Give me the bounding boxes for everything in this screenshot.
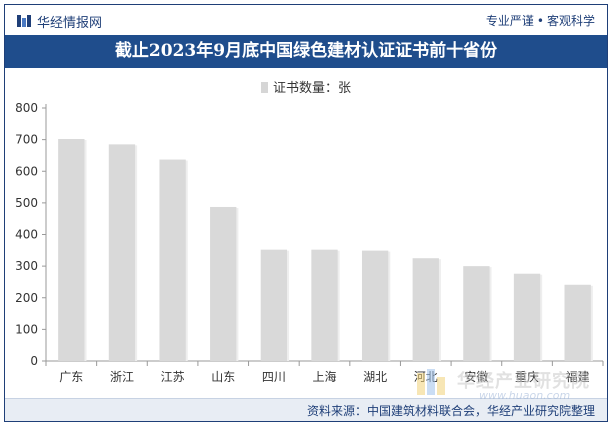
- y-tick-label: 0: [30, 354, 38, 368]
- bar: [210, 206, 237, 361]
- watermark-url: www.huaon.com: [479, 389, 571, 402]
- y-tick-label: 800: [15, 101, 38, 115]
- x-tick-label: 山东: [211, 370, 235, 384]
- y-tick-label: 700: [15, 133, 38, 147]
- y-tick-label: 100: [15, 322, 38, 336]
- slogan-right: 客观科学: [546, 14, 595, 28]
- watermark: 华经产业研究院 www.huaon.com: [415, 367, 614, 407]
- footer-bar: 资料来源：中国建筑材料联合会，华经产业研究院整理: [5, 398, 607, 421]
- y-tick-label: 300: [15, 259, 38, 273]
- watermark-text: 华经产业研究院: [457, 371, 590, 392]
- chart-frame: 华经情报网 专业严谨 • 客观科学 截止2023年9月底中国绿色建材认证证书前十省份…: [4, 4, 608, 422]
- brand-logo-icon: [17, 15, 31, 27]
- x-tick-label: 浙江: [110, 370, 134, 384]
- x-tick-label: 江苏: [161, 370, 185, 384]
- source-note: 资料来源：中国建筑材料联合会，华经产业研究院整理: [306, 404, 595, 418]
- slogan: 专业严谨 • 客观科学: [486, 12, 595, 29]
- bar-chart: 0100200300400500600700800广东 浙江 江苏 山东 四川 上海 湖北河…: [15, 101, 604, 384]
- x-tick-label: 安徽: [464, 369, 488, 384]
- bar: [463, 266, 490, 361]
- bar: [58, 138, 85, 361]
- y-tick-label: 600: [15, 164, 38, 178]
- bar: [513, 273, 541, 361]
- x-tick-label: 上海: [312, 369, 336, 384]
- x-tick-label: 重庆: [515, 370, 539, 384]
- chart-legend: 证书数量：张: [5, 77, 607, 96]
- bar: [159, 159, 186, 361]
- bar: [564, 284, 591, 361]
- brand-name: 华经情报网: [37, 16, 103, 31]
- bar: [108, 144, 136, 361]
- y-tick-label: 200: [15, 291, 38, 305]
- x-tick-label: 福建: [566, 369, 590, 384]
- bar: [260, 249, 288, 361]
- watermark-logo-icon: [417, 369, 445, 395]
- y-tick-label: 400: [15, 228, 38, 242]
- x-tick-label: 湖北: [363, 369, 387, 384]
- bar: [311, 249, 338, 361]
- slogan-left: 专业严谨: [485, 14, 534, 28]
- top-bar: 华经情报网 专业严谨 • 客观科学: [5, 5, 607, 35]
- legend-swatch: [260, 82, 268, 93]
- legend-label: 证书数量：张: [272, 81, 351, 96]
- x-tick-label: 四川: [262, 370, 286, 384]
- x-tick-label: 广东: [59, 370, 83, 384]
- bar: [361, 250, 389, 361]
- y-tick-label: 500: [15, 196, 38, 210]
- bar: [412, 258, 439, 361]
- chart-title: 截止2023年9月底中国绿色建材认证证书前十省份: [5, 35, 607, 68]
- slogan-dot: •: [536, 14, 544, 28]
